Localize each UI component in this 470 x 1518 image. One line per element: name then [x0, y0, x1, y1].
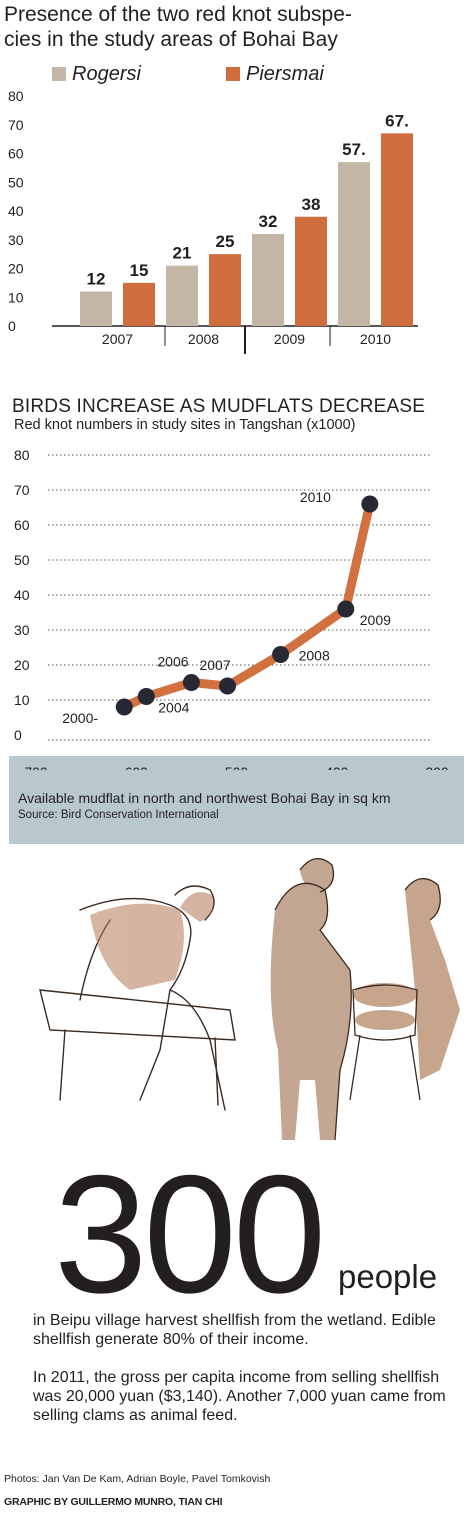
big-number-unit: people	[338, 1258, 438, 1295]
line-y-tick-label: 0	[14, 727, 22, 743]
bar-chart: 0 10 20 30 40 50 60 70 80 12 15 2007 21 25 2008 32 38 200…	[8, 88, 418, 354]
line-point-label: 2010	[300, 489, 331, 505]
line-point-label: 2000-	[62, 710, 98, 726]
line-point-2000	[115, 698, 133, 716]
x-axis-label: Available mudflat in north and northwest…	[18, 790, 391, 806]
bar-data-label: 38	[302, 195, 321, 214]
bar-x-tick-label: 2010	[360, 331, 391, 347]
bar-y-tick-label: 70	[8, 117, 24, 133]
bar-rogersi-2008	[166, 265, 198, 326]
bar-chart-title-line-1: Presence of the two red knot subspe-	[4, 3, 352, 26]
big-number: 300	[54, 1140, 326, 1328]
line-point-label: 2008	[299, 648, 330, 664]
line-x-tick-label: 700	[24, 764, 48, 770]
bar-rogersi-2009	[252, 234, 284, 326]
line-point-2004	[137, 688, 155, 705]
graphic-credit: GRAPHIC BY GUILLERMO MUNRO, TIAN CHI	[4, 1496, 223, 1508]
bar-piersmai-2008	[209, 254, 241, 326]
legend-swatch-piersmai	[226, 67, 240, 81]
line-point-2006	[182, 674, 200, 691]
line-chart-subtitle: Red knot numbers in study sites in Tangs…	[14, 417, 356, 433]
line-y-tick-label: 20	[14, 657, 30, 673]
story-paragraph-1: in Beipu village harvest shellfish from …	[33, 1312, 436, 1348]
bar-data-label: 15	[130, 261, 149, 280]
legend-label-rogersi: Rogersi	[72, 62, 141, 85]
bar-y-tick-label: 30	[8, 232, 24, 248]
line-series	[119, 499, 375, 712]
bar-data-label: 67.	[385, 111, 409, 130]
legend-swatch-rogersi	[52, 67, 66, 81]
line-point-label: 2004	[158, 700, 189, 716]
line-point-label: 2007	[199, 657, 230, 673]
bar-data-label: 57.	[342, 140, 366, 159]
bar-y-tick-label: 20	[8, 261, 24, 277]
bar-x-tick-label: 2009	[274, 331, 305, 347]
bar-y-tick-label: 60	[8, 146, 24, 162]
line-point-2008	[272, 646, 290, 663]
bar-data-label: 25	[216, 232, 235, 251]
photo-credit: Photos: Jan Van De Kam, Adrian Boyle, Pa…	[4, 1473, 271, 1485]
bar-data-label: 32	[259, 212, 278, 231]
line-y-tick-label: 80	[14, 447, 30, 463]
legend-label-piersmai: Piersmai	[246, 62, 324, 85]
bar-y-tick-label: 0	[8, 318, 16, 334]
legend-item-piersmai: Piersmai	[226, 62, 324, 85]
line-x-tick-label: 600	[125, 764, 149, 770]
bar-piersmai-2010	[381, 133, 413, 326]
line-y-tick-label: 70	[14, 482, 30, 498]
bar-x-tick-label: 2007	[102, 331, 133, 347]
line-x-tick-label: 500	[225, 764, 249, 770]
chart-source: Source: Bird Conservation International	[18, 809, 219, 821]
bar-piersmai-2009	[295, 216, 327, 326]
bar-data-label: 21	[173, 244, 192, 263]
bar-chart-title: Presence of the two red knot subspe- cie…	[4, 2, 444, 52]
bar-rogersi-2010	[338, 162, 370, 326]
line-x-tick-label: 300	[425, 764, 449, 770]
bar-piersmai-2007	[123, 282, 155, 326]
line-point-2009	[337, 600, 355, 618]
line-chart: 0 10 20 30 40 50 60 70 80 700 600 500 400 300 2000- 200…	[14, 447, 449, 770]
line-point-2007	[218, 677, 236, 695]
bar-y-tick-label: 10	[8, 289, 24, 305]
line-x-tick-label: 400	[325, 764, 349, 770]
shellfish-workers-illustration	[39, 858, 460, 1141]
legend-item-rogersi: Rogersi	[52, 62, 141, 85]
line-y-tick-label: 30	[14, 622, 30, 638]
line-point-label: 2006	[157, 654, 188, 670]
bar-y-tick-label: 40	[8, 203, 24, 219]
line-y-tick-label: 40	[14, 587, 30, 603]
line-y-tick-label: 60	[14, 517, 30, 533]
line-chart-title: BIRDS INCREASE AS MUDFLATS DECREASE	[12, 396, 426, 417]
line-point-2010	[361, 495, 379, 513]
bar-y-tick-label: 50	[8, 174, 24, 190]
line-y-tick-label: 10	[14, 692, 30, 708]
story-paragraph-2: In 2011, the gross per capita income fro…	[33, 1369, 446, 1424]
bar-data-label: 12	[87, 270, 106, 289]
line-point-label: 2009	[360, 612, 391, 628]
bar-chart-title-line-2: cies in the study areas of Bohai Bay	[4, 28, 338, 51]
bar-rogersi-2007	[80, 291, 112, 326]
bar-x-tick-label: 2008	[188, 331, 219, 347]
bar-y-tick-label: 80	[8, 88, 24, 104]
x-axis-band	[9, 756, 464, 844]
line-y-tick-label: 50	[14, 552, 30, 568]
